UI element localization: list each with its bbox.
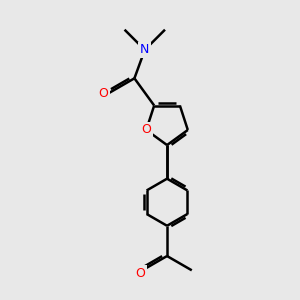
Text: O: O [98, 87, 108, 100]
Text: O: O [136, 267, 146, 280]
Text: N: N [140, 44, 149, 56]
Text: O: O [141, 124, 151, 136]
